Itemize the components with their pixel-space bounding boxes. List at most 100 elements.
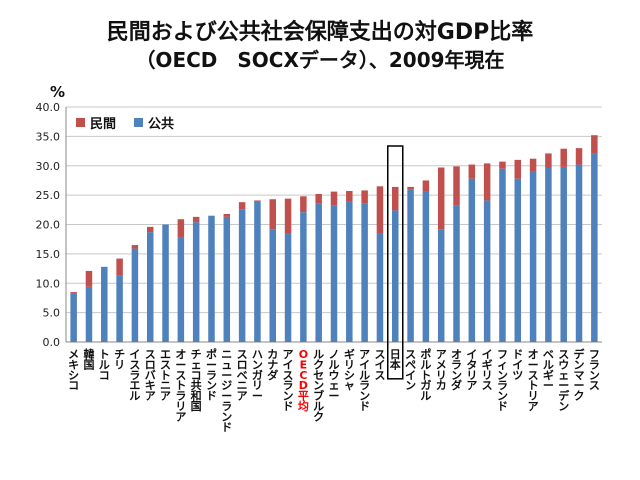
x-tick-label: ア bbox=[237, 390, 248, 403]
x-tick-label: ダ bbox=[451, 378, 462, 392]
x-tick-label: エ bbox=[129, 379, 140, 392]
x-tick-label: ィ bbox=[497, 358, 508, 371]
x-tick-label: ン bbox=[405, 379, 416, 392]
bar-private-ハンガリー bbox=[254, 200, 261, 202]
legend-label: 公共 bbox=[148, 116, 174, 132]
x-tick-label: ン bbox=[497, 390, 508, 403]
bar-public-エストニア bbox=[162, 224, 169, 342]
x-tick-label: ル bbox=[543, 358, 554, 371]
bar-private-スウェーデン bbox=[560, 148, 567, 167]
x-tick-label: フ bbox=[497, 348, 508, 361]
x-tick-label: イ bbox=[405, 369, 416, 382]
bar-private-アイスランド bbox=[284, 198, 292, 234]
x-tick-label: 共 bbox=[191, 378, 202, 392]
x-tick-label: ン bbox=[359, 390, 370, 403]
x-tick-label: ラ bbox=[589, 358, 600, 371]
y-tick-label: 40.0 bbox=[36, 101, 61, 114]
bar-private-OECD平均 bbox=[300, 196, 307, 213]
bar-public-アメリカ bbox=[437, 229, 445, 342]
x-tick-label: ン bbox=[206, 379, 217, 392]
bar-private-イスラエル bbox=[131, 245, 139, 249]
bar-private-フィンランド bbox=[499, 161, 506, 169]
x-tick-label: ナ bbox=[267, 358, 278, 371]
bar-public-フランス bbox=[591, 153, 598, 342]
x-tick-label: ェ bbox=[191, 358, 202, 371]
x-tick-label: ト bbox=[160, 369, 171, 382]
bar-public-スロベニア bbox=[238, 209, 246, 342]
y-tick-label: 10.0 bbox=[36, 277, 61, 290]
x-tick-label: ド bbox=[512, 348, 523, 361]
x-tick-label: メ bbox=[436, 358, 447, 371]
x-tick-label: ツ bbox=[512, 369, 523, 382]
bar-public-オーストラリア bbox=[177, 237, 185, 342]
bar-public-スロバキア bbox=[146, 232, 154, 342]
x-tick-label: ア bbox=[528, 400, 539, 413]
bar-private-チリ bbox=[116, 258, 123, 276]
bar-private-メキシコ bbox=[70, 292, 77, 294]
x-tick-label: ス bbox=[129, 358, 140, 371]
x-tick-label: ガ bbox=[420, 378, 431, 392]
x-tick-label: ラ bbox=[206, 369, 217, 382]
x-tick-label: ス bbox=[160, 358, 171, 371]
x-axis: メキシコ韓国トルコチリイスラエルスロバキアエストニアオーストラリアチェコ共和国ポ… bbox=[68, 347, 600, 434]
x-tick-label: イ bbox=[466, 348, 477, 361]
x-tick-label: ア bbox=[145, 390, 156, 403]
y-tick-label: 15.0 bbox=[36, 248, 61, 261]
bar-public-ポルトガル bbox=[422, 191, 430, 342]
bar-private-ギリシャ bbox=[346, 191, 353, 202]
x-tick-label: リ bbox=[114, 358, 125, 371]
x-tick-label: ロ bbox=[237, 358, 248, 371]
x-tick-label: 和 bbox=[191, 389, 202, 403]
x-tick-label: ト bbox=[420, 369, 431, 382]
x-tick-label: ー bbox=[329, 390, 340, 403]
x-tick-label: ド bbox=[221, 421, 232, 434]
bar-public-アイスランド bbox=[284, 233, 292, 342]
bar-private-イタリア bbox=[468, 164, 476, 179]
x-tick-label: ル bbox=[359, 369, 370, 382]
x-tick-label: ス bbox=[558, 348, 569, 361]
x-tick-label: ス bbox=[145, 348, 156, 361]
x-tick-label: ス bbox=[482, 379, 493, 392]
bar-public-オランダ bbox=[453, 205, 460, 342]
x-tick-label: オ bbox=[451, 348, 462, 361]
x-tick-label: ノ bbox=[329, 348, 340, 361]
japan-highlight-box bbox=[387, 145, 404, 380]
x-tick-label: ニ bbox=[237, 379, 248, 392]
x-tick-label: ン bbox=[252, 358, 263, 371]
bar-private-ベルギー bbox=[545, 153, 552, 168]
bar-public-日本 bbox=[392, 210, 399, 342]
bar-private-ポルトガル bbox=[422, 180, 430, 192]
x-tick-label: ニ bbox=[221, 348, 232, 361]
bar-private-アイルランド bbox=[361, 190, 368, 204]
x-tick-label: C bbox=[299, 369, 307, 382]
bar-private-スロベニア bbox=[238, 202, 246, 210]
x-tick-label: ジ bbox=[221, 379, 232, 392]
x-tick-label: ベ bbox=[237, 369, 248, 382]
x-tick-label: イ bbox=[374, 358, 385, 371]
bar-public-OECD平均 bbox=[300, 212, 307, 342]
x-tick-label: ラ bbox=[175, 390, 186, 403]
x-tick-label: ウ bbox=[329, 369, 340, 382]
x-tick-label: ド bbox=[206, 390, 217, 403]
chart-subtitle: （OECD SOCXデータ）、2009年現在 bbox=[135, 48, 505, 72]
bar-private-ドイツ bbox=[514, 159, 522, 179]
x-tick-label: ラ bbox=[359, 379, 370, 392]
x-tick-label: ン bbox=[283, 390, 294, 403]
x-tick-label: ド bbox=[497, 400, 508, 413]
x-tick-label: ェ bbox=[558, 369, 569, 382]
x-tick-label: チ bbox=[191, 348, 202, 361]
x-tick-label: 国 bbox=[191, 400, 202, 413]
x-tick-label: マ bbox=[574, 369, 585, 382]
x-tick-label: ー bbox=[206, 358, 217, 371]
bar-private-日本 bbox=[392, 186, 399, 211]
x-tick-label: キ bbox=[145, 379, 156, 392]
bar-public-カナダ bbox=[269, 229, 276, 342]
x-tick-label: ー bbox=[558, 379, 569, 392]
x-tick-label: 韓 bbox=[83, 347, 94, 361]
x-tick-label: 平 bbox=[298, 390, 309, 403]
x-tick-label: ー bbox=[175, 358, 186, 371]
bar-public-スウェーデン bbox=[560, 166, 567, 342]
x-tick-label: リ bbox=[528, 390, 539, 403]
bar-private-ニュージーランド bbox=[223, 213, 231, 217]
y-tick-label: 35.0 bbox=[36, 130, 61, 143]
